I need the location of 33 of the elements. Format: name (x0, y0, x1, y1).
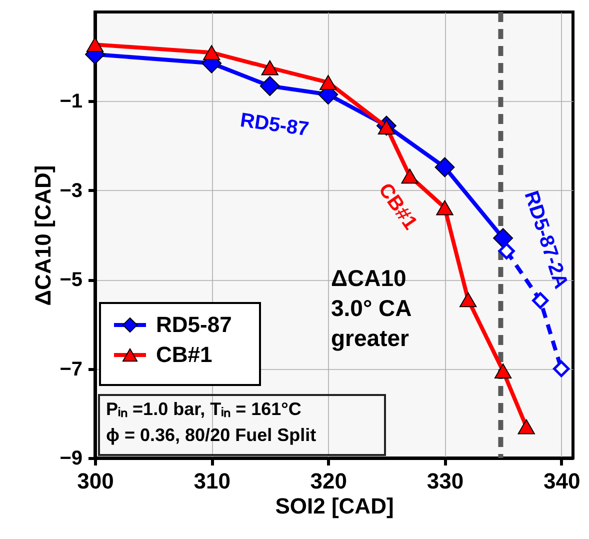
point (553, 360, 570, 378)
point (532, 292, 549, 309)
x-tick-label: 330 (426, 468, 464, 494)
point (518, 419, 535, 434)
point (434, 157, 455, 178)
point (378, 120, 396, 135)
y-tick-label: −1 (60, 90, 82, 113)
annotation: ΔCA10 3.0° CA greater (331, 265, 412, 351)
point (261, 60, 278, 76)
point (460, 292, 477, 308)
y-axis-title: ΔCA10 [CAD] (30, 165, 56, 306)
point (86, 37, 104, 52)
point (401, 168, 418, 184)
point (203, 45, 220, 60)
x-tick-label: 310 (194, 468, 230, 494)
legend-label: CB#1 (156, 342, 212, 367)
x-tick-label: 340 (543, 468, 580, 494)
x-tick-label: 300 (77, 468, 114, 494)
point (436, 200, 454, 216)
legend-label: RD5-87 (156, 312, 232, 337)
annotation: Pᵢₙ =1.0 bar, Tᵢₙ = 161°C ϕ = 0.36, 80/20 Fuel Split (106, 399, 316, 445)
y-tick-label: −9 (60, 448, 82, 470)
point (494, 364, 512, 379)
text: RD5-87 (238, 109, 310, 141)
point (320, 74, 337, 90)
point (260, 76, 280, 96)
y-tick-label: −3 (60, 180, 82, 202)
point (498, 242, 515, 260)
x-axis-title: SOI2 [CAD] (275, 494, 394, 518)
y-tick-label: −5 (60, 269, 82, 292)
x-tick-label: 320 (310, 468, 348, 494)
y-tick-label: −7 (60, 358, 82, 380)
point (493, 228, 514, 248)
